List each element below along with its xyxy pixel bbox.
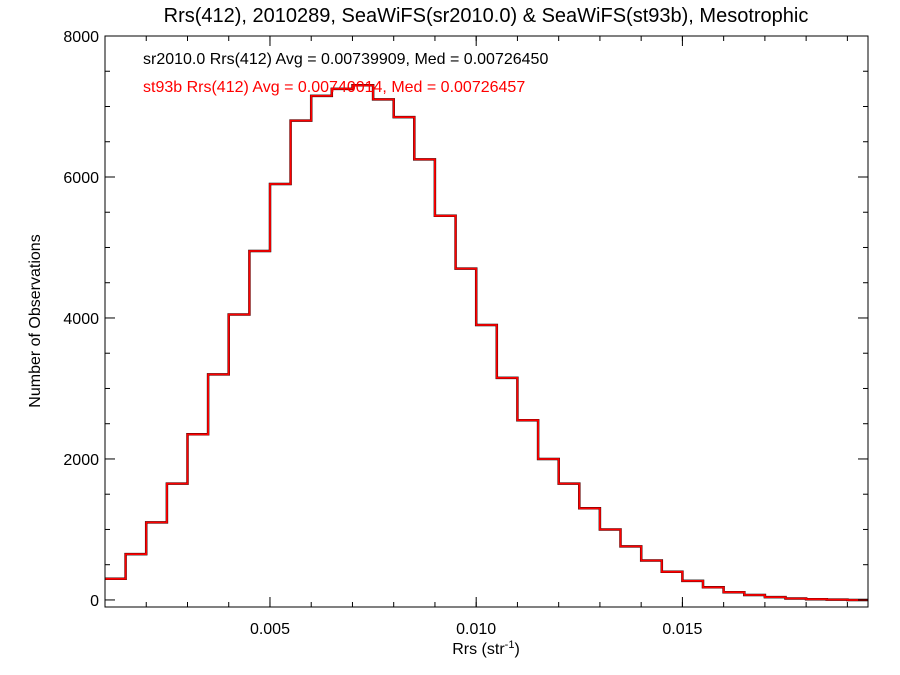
y-axis-ticks: 0 2000 4000 6000 8000 bbox=[63, 29, 868, 610]
x-axis-label-close: ) bbox=[514, 641, 519, 658]
y-axis-label: Number of Observations bbox=[27, 234, 44, 407]
x-axis-ticks: 0.005 0.010 0.015 bbox=[104, 36, 848, 638]
x-tick-label: 0.010 bbox=[456, 621, 496, 638]
x-axis-label-text: Rrs (str bbox=[452, 641, 505, 658]
plot-frame bbox=[104, 35, 869, 608]
y-tick-label: 4000 bbox=[63, 311, 99, 328]
y-tick-label: 2000 bbox=[63, 452, 99, 469]
x-axis-label: Rrs (str-1) bbox=[452, 639, 520, 658]
x-tick-label: 0.015 bbox=[662, 621, 702, 638]
legend-entry-sr2010: sr2010.0 Rrs(412) Avg = 0.00739909, Med … bbox=[143, 51, 548, 68]
plot-area bbox=[105, 84, 868, 602]
y-tick-label: 8000 bbox=[63, 29, 99, 46]
chart-title: Rrs(412), 2010289, SeaWiFS(sr2010.0) & S… bbox=[164, 5, 809, 27]
y-tick-label: 0 bbox=[90, 593, 99, 610]
legend-entry-st93b: st93b Rrs(412) Avg = 0.00740014, Med = 0… bbox=[143, 79, 525, 96]
x-axis-label-superscript: -1 bbox=[505, 639, 515, 651]
series-line-sr2010-0 bbox=[105, 84, 868, 602]
x-tick-label: 0.005 bbox=[250, 621, 290, 638]
series-line-st93b bbox=[105, 84, 868, 601]
y-tick-label: 6000 bbox=[63, 170, 99, 187]
